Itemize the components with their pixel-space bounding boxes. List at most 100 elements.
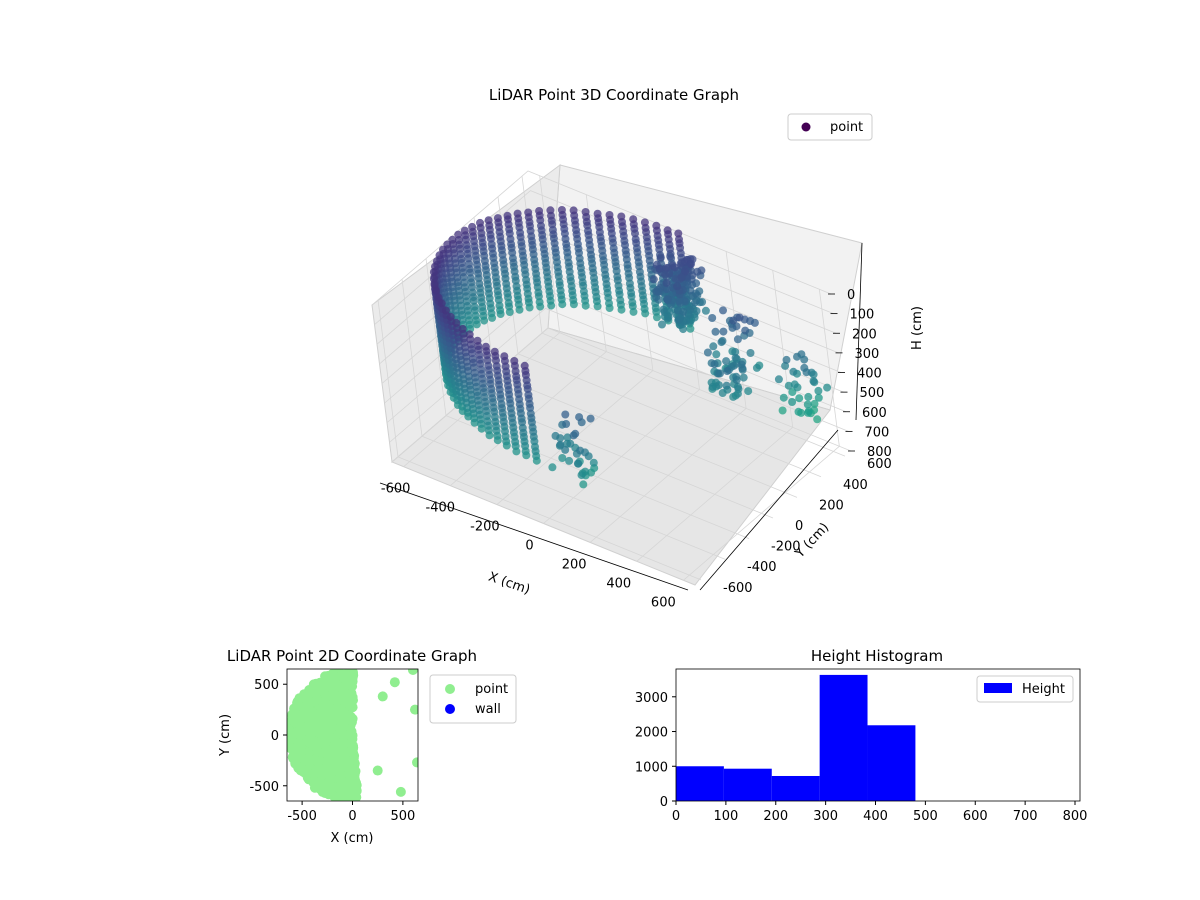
data-point-3d: [788, 398, 797, 406]
data-point-2d: [338, 717, 349, 728]
data-point-3d: [563, 433, 572, 442]
data-point-3d: [729, 392, 738, 401]
z-ticks-3d: 0 100 200 300 400 500 600 700 800: [828, 288, 892, 460]
data-point-2d: [336, 758, 347, 769]
legend-marker-wall: [445, 704, 455, 714]
data-point-2d: [407, 669, 418, 676]
zlabel-3d: H (cm): [910, 306, 925, 350]
data-point-3d: [631, 235, 640, 244]
data-point-3d: [470, 302, 479, 311]
points-2d: [287, 669, 418, 801]
data-point-3d: [655, 264, 664, 273]
x-tick-label-3d: -200: [470, 520, 500, 535]
panel-histogram: Height Histogram 0 100 200 300 400 500 600 700 8…: [635, 647, 1088, 824]
y-tick-label-3d: -600: [723, 581, 753, 596]
ylabel-2d: Y (cm): [218, 714, 233, 757]
data-point-2d: [308, 776, 319, 787]
data-point-3d: [733, 335, 742, 344]
x-tick-label-3d: -600: [381, 482, 411, 497]
xlabel-2d: X (cm): [331, 831, 374, 846]
grid-line: [636, 427, 793, 562]
y-ticks-3d: -600 -400 -200 0 200 400 600: [723, 457, 892, 596]
x-tick-label-hist: 300: [813, 809, 838, 824]
data-point-3d: [432, 286, 441, 295]
data-point-2d: [409, 704, 418, 715]
data-point-3d: [711, 327, 720, 336]
grid-line: [374, 190, 834, 325]
data-point-2d: [314, 728, 325, 738]
x-tick-label-hist: 800: [1063, 809, 1088, 824]
data-point-3d: [566, 439, 575, 448]
data-point-3d: [814, 393, 823, 402]
data-point-2d: [347, 669, 358, 677]
data-point-3d: [784, 381, 793, 390]
ticks-2d: -500 0 500 -500 0 500: [249, 678, 415, 824]
data-point-3d: [663, 295, 672, 304]
data-point-3d: [729, 316, 738, 325]
data-point-3d: [579, 480, 588, 489]
z-tick-label-3d: 100: [850, 308, 875, 323]
z-tick-label-3d: 700: [865, 425, 890, 440]
data-point-3d: [586, 414, 595, 423]
data-point-3d: [520, 361, 529, 370]
data-point-2d: [293, 738, 304, 749]
data-point-2d: [377, 691, 388, 702]
data-point-2d: [312, 694, 322, 705]
xlabel-3d: X (cm): [486, 570, 532, 598]
x-tick-label-2d: 0: [348, 809, 356, 824]
legend-marker-height: [984, 683, 1012, 693]
y-tick-label-3d: 200: [819, 498, 844, 513]
data-point-2d: [346, 730, 357, 741]
histogram-bar: [723, 768, 772, 801]
x-tick-label-3d: -400: [426, 501, 456, 516]
data-point-3d: [674, 229, 683, 238]
data-point-3d: [735, 313, 744, 322]
data-point-3d: [774, 375, 783, 384]
points-3d: [429, 206, 832, 489]
data-point-2d: [339, 793, 350, 801]
data-point-3d: [810, 399, 819, 408]
data-point-3d: [701, 306, 710, 315]
z-tick-label-3d: 800: [867, 445, 892, 460]
y-tick-label-hist: 0: [660, 795, 668, 810]
x-tick-label-2d: 500: [390, 809, 415, 824]
legend-3d: point: [787, 113, 873, 141]
data-point-3d: [556, 440, 565, 449]
data-point-3d: [448, 235, 457, 244]
data-point-2d: [290, 749, 301, 760]
data-point-3d: [732, 376, 741, 384]
data-point-3d: [778, 406, 787, 415]
data-point-2d: [303, 714, 314, 725]
data-point-2d: [341, 779, 351, 790]
x-tick-label-hist: 400: [863, 809, 888, 824]
data-point-2d: [348, 742, 359, 753]
z-tick-label-3d: 600: [862, 406, 887, 421]
histogram-bar: [867, 725, 916, 801]
data-point-3d: [670, 263, 679, 272]
data-point-3d: [577, 471, 586, 480]
data-point-3d: [476, 218, 484, 227]
data-point-2d: [329, 674, 340, 685]
data-point-3d: [465, 330, 474, 339]
data-point-3d: [468, 222, 477, 231]
data-point-3d: [804, 408, 813, 417]
histogram-bars: [676, 674, 916, 801]
data-point-3d: [617, 212, 626, 221]
data-point-3d: [719, 306, 727, 315]
data-point-3d: [814, 386, 823, 395]
data-point-2d: [325, 771, 336, 782]
legend-histogram: Height: [976, 675, 1074, 703]
data-point-3d: [581, 208, 590, 216]
data-point-3d: [722, 357, 731, 366]
legend-label-wall: wall: [475, 702, 501, 717]
data-point-3d: [569, 431, 578, 440]
data-point-2d: [330, 742, 341, 753]
data-point-3d: [708, 382, 717, 391]
data-point-3d: [809, 377, 818, 386]
data-point-3d: [649, 275, 658, 284]
data-point-3d: [686, 286, 695, 295]
data-point-3d: [738, 364, 747, 373]
data-point-2d: [295, 765, 306, 776]
data-point-3d: [691, 298, 699, 307]
